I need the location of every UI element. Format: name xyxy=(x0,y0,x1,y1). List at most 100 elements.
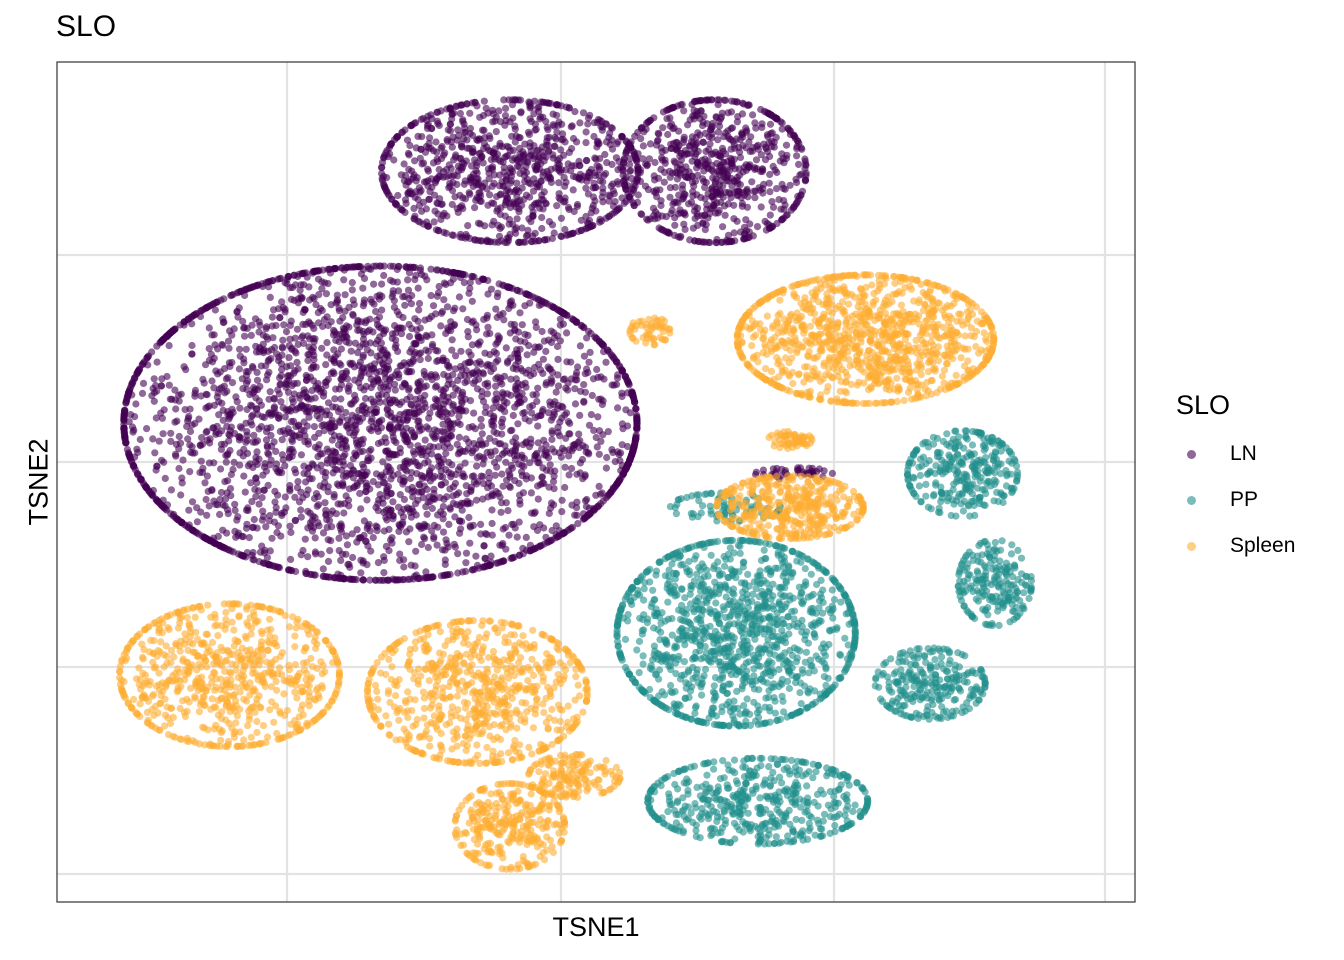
data-point xyxy=(386,409,394,417)
data-point xyxy=(699,122,707,130)
data-point xyxy=(160,504,168,512)
data-point xyxy=(727,194,735,202)
data-point xyxy=(153,358,161,366)
data-point xyxy=(598,489,606,497)
data-point xyxy=(563,329,571,337)
data-point xyxy=(397,324,405,332)
data-point xyxy=(410,171,418,179)
data-point xyxy=(783,211,791,219)
data-point xyxy=(568,145,576,153)
data-point xyxy=(502,458,510,466)
data-point xyxy=(179,456,187,464)
data-point xyxy=(337,556,345,565)
data-point xyxy=(175,432,183,441)
data-point xyxy=(557,146,565,154)
data-point xyxy=(466,129,474,138)
data-point xyxy=(516,309,524,317)
data-point xyxy=(533,163,541,171)
data-point xyxy=(378,158,387,166)
data-point xyxy=(793,178,801,187)
data-point xyxy=(600,348,608,356)
data-point xyxy=(596,218,604,226)
data-point xyxy=(766,211,774,219)
data-point xyxy=(448,110,456,118)
data-point xyxy=(599,431,607,439)
data-point xyxy=(402,361,410,369)
data-point xyxy=(708,161,716,169)
data-point xyxy=(581,443,590,451)
data-point xyxy=(430,495,438,503)
data-point xyxy=(580,381,588,389)
data-point xyxy=(432,138,440,146)
data-point xyxy=(217,488,226,497)
data-point xyxy=(263,554,271,562)
data-point xyxy=(688,149,696,157)
data-point xyxy=(153,387,161,395)
data-point xyxy=(171,418,179,426)
data-point xyxy=(418,540,426,549)
data-point xyxy=(637,135,645,143)
data-point xyxy=(565,452,573,460)
data-point xyxy=(332,456,340,464)
data-point xyxy=(505,304,513,313)
data-point xyxy=(667,140,675,148)
data-point xyxy=(412,395,420,403)
data-point xyxy=(380,556,388,565)
data-point xyxy=(378,292,386,300)
data-point xyxy=(462,549,471,557)
data-point xyxy=(368,298,376,306)
data-point xyxy=(430,533,438,541)
data-point xyxy=(456,109,464,118)
data-point xyxy=(343,333,351,341)
data-point xyxy=(534,495,542,503)
data-point xyxy=(468,341,476,349)
data-point xyxy=(456,529,464,537)
data-point xyxy=(546,461,554,469)
data-point xyxy=(534,237,542,245)
data-point xyxy=(481,530,490,538)
data-point xyxy=(448,336,456,344)
data-point xyxy=(701,155,709,163)
data-point xyxy=(576,119,584,127)
data-point xyxy=(409,263,418,271)
data-point xyxy=(277,532,285,540)
data-point xyxy=(576,342,585,350)
data-point xyxy=(640,128,648,136)
data-point xyxy=(302,269,310,277)
data-point xyxy=(394,191,402,200)
data-point xyxy=(639,155,647,163)
data-point xyxy=(589,375,598,383)
data-point xyxy=(478,393,486,401)
data-point xyxy=(324,483,332,491)
data-point xyxy=(393,133,401,141)
data-point xyxy=(569,134,578,143)
data-point xyxy=(594,413,602,421)
data-point xyxy=(534,422,542,430)
data-point xyxy=(350,363,358,371)
data-point xyxy=(590,132,598,141)
data-point xyxy=(766,170,774,179)
data-point xyxy=(171,386,179,394)
data-point xyxy=(758,120,766,128)
data-point xyxy=(382,447,390,455)
data-point xyxy=(636,169,644,177)
data-point xyxy=(705,238,713,246)
data-point xyxy=(132,400,140,408)
data-point xyxy=(307,522,315,530)
data-point xyxy=(551,467,559,475)
data-point xyxy=(326,547,334,555)
data-point xyxy=(448,461,456,469)
data-point xyxy=(426,442,434,450)
data-point xyxy=(637,210,645,218)
data-point xyxy=(120,428,128,437)
data-point xyxy=(449,391,457,399)
data-point xyxy=(630,180,638,188)
data-point xyxy=(323,456,331,464)
data-point xyxy=(580,398,588,406)
data-point xyxy=(628,388,636,396)
data-point xyxy=(331,395,339,403)
data-point xyxy=(285,376,293,385)
data-point xyxy=(313,464,321,472)
data-point xyxy=(492,113,500,121)
